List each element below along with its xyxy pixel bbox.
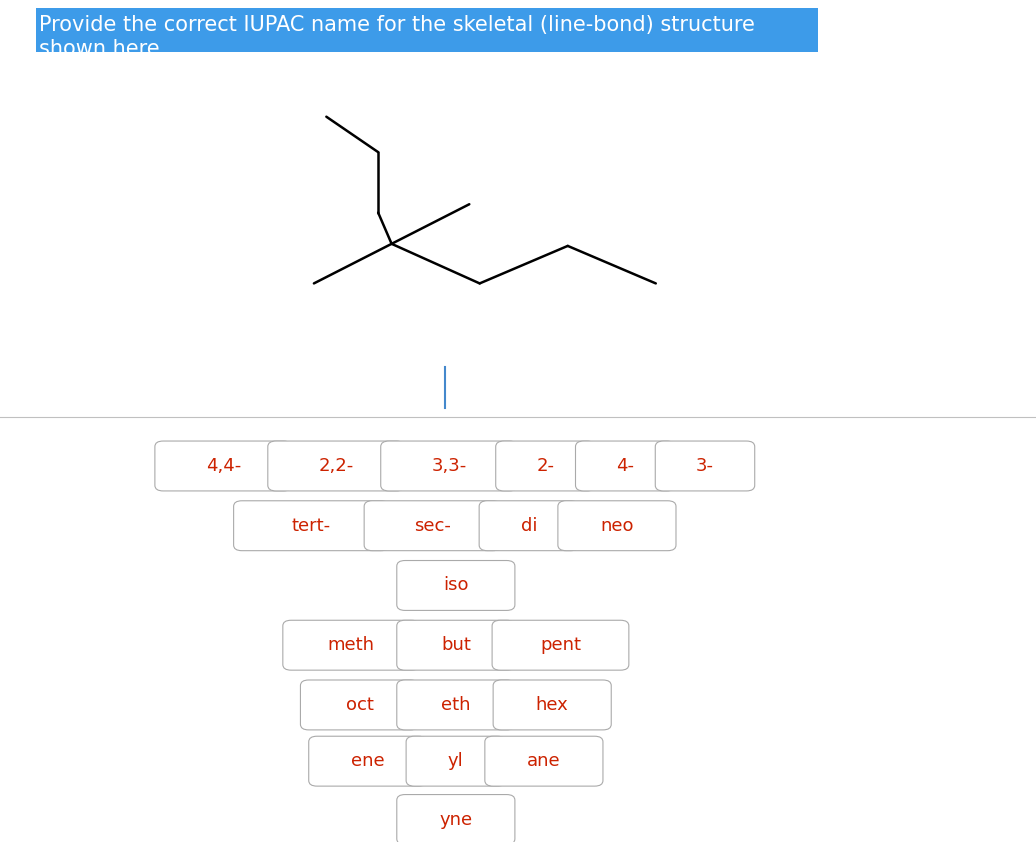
Text: meth: meth — [327, 637, 375, 654]
Text: eth: eth — [441, 696, 470, 714]
Text: 4-: 4- — [616, 457, 634, 475]
Text: iso: iso — [443, 577, 468, 594]
FancyBboxPatch shape — [36, 8, 818, 52]
Text: but: but — [441, 637, 470, 654]
FancyBboxPatch shape — [558, 501, 677, 551]
FancyBboxPatch shape — [397, 621, 515, 670]
FancyBboxPatch shape — [365, 501, 501, 551]
FancyBboxPatch shape — [283, 621, 420, 670]
Text: 3,3-: 3,3- — [431, 457, 467, 475]
FancyBboxPatch shape — [576, 441, 674, 491]
Text: 4,4-: 4,4- — [205, 457, 241, 475]
FancyBboxPatch shape — [397, 561, 515, 610]
Text: Provide the correct IUPAC name for the skeletal (line-bond) structure
shown here: Provide the correct IUPAC name for the s… — [39, 14, 755, 60]
FancyBboxPatch shape — [309, 736, 427, 786]
FancyBboxPatch shape — [496, 441, 595, 491]
Text: 2,2-: 2,2- — [318, 457, 354, 475]
Text: sec-: sec- — [414, 517, 451, 535]
Text: hex: hex — [536, 696, 569, 714]
Text: neo: neo — [600, 517, 634, 535]
FancyBboxPatch shape — [397, 680, 515, 730]
FancyBboxPatch shape — [655, 441, 754, 491]
FancyBboxPatch shape — [155, 441, 292, 491]
Text: pent: pent — [540, 637, 581, 654]
FancyBboxPatch shape — [300, 680, 419, 730]
FancyBboxPatch shape — [397, 795, 515, 842]
Text: di: di — [521, 517, 537, 535]
Text: yne: yne — [439, 811, 472, 829]
FancyBboxPatch shape — [233, 501, 390, 551]
Text: ane: ane — [527, 752, 560, 770]
Text: ene: ene — [351, 752, 384, 770]
Text: 2-: 2- — [537, 457, 554, 475]
Text: tert-: tert- — [292, 517, 330, 535]
FancyBboxPatch shape — [485, 736, 603, 786]
Text: 3-: 3- — [696, 457, 714, 475]
FancyBboxPatch shape — [406, 736, 506, 786]
Text: oct: oct — [346, 696, 373, 714]
FancyBboxPatch shape — [493, 680, 611, 730]
FancyBboxPatch shape — [381, 441, 518, 491]
FancyBboxPatch shape — [267, 441, 404, 491]
Text: yl: yl — [448, 752, 464, 770]
FancyBboxPatch shape — [480, 501, 579, 551]
FancyBboxPatch shape — [492, 621, 629, 670]
